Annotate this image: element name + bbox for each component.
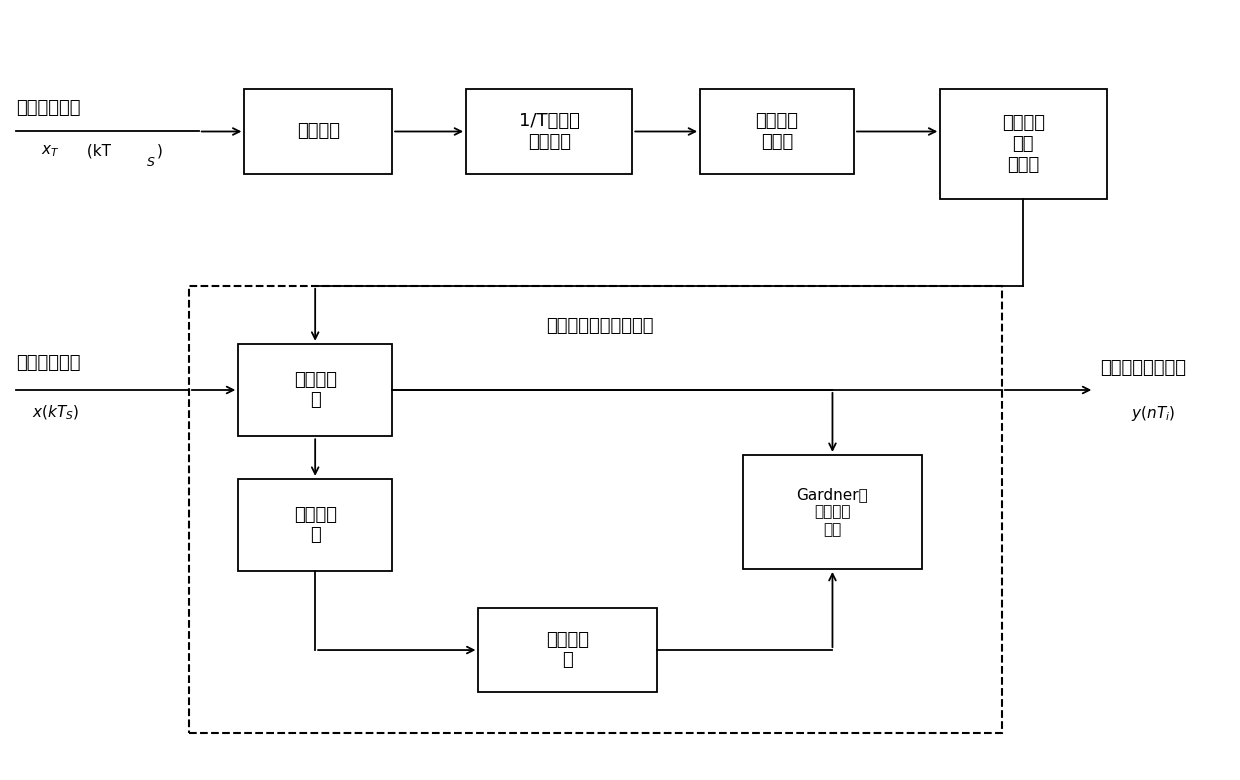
Text: ): ) [157, 144, 162, 158]
Text: $x_T$: $x_T$ [41, 143, 60, 158]
Bar [188, 285, 1002, 733]
Bar [244, 89, 392, 174]
Text: $x(kT_S)$: $x(kT_S)$ [32, 404, 79, 422]
Text: 1/T处频率
分量提取: 1/T处频率 分量提取 [518, 112, 579, 151]
Text: 最佳采样样本输出: 最佳采样样本输出 [1100, 360, 1187, 378]
Text: Gardner定
时误差探
测器: Gardner定 时误差探 测器 [796, 487, 868, 537]
Text: 环路滤波
器: 环路滤波 器 [546, 631, 589, 669]
Bar [701, 89, 854, 174]
Bar [466, 89, 632, 174]
Bar [743, 455, 921, 569]
Text: 平方变换: 平方变换 [296, 122, 340, 140]
Text: (kT: (kT [82, 144, 110, 158]
Text: 工作输入信号: 工作输入信号 [16, 354, 81, 372]
Text: 内插滤波
器: 内插滤波 器 [294, 370, 337, 410]
Bar [238, 344, 392, 436]
Bar [940, 89, 1106, 199]
Text: 反馈结构符号同步环路: 反馈结构符号同步环路 [547, 317, 653, 335]
Text: 数控振荡
器: 数控振荡 器 [294, 505, 337, 544]
Text: $y(nT_i)$: $y(nT_i)$ [1131, 404, 1176, 423]
Text: 取绝对定
时偏差: 取绝对定 时偏差 [755, 112, 799, 151]
Bar [238, 479, 392, 571]
Text: 训练输入信号: 训练输入信号 [16, 99, 81, 117]
Text: 最佳采样
位置
处理器: 最佳采样 位置 处理器 [1002, 114, 1045, 174]
Text: $S$: $S$ [146, 156, 155, 168]
Bar [479, 608, 657, 693]
